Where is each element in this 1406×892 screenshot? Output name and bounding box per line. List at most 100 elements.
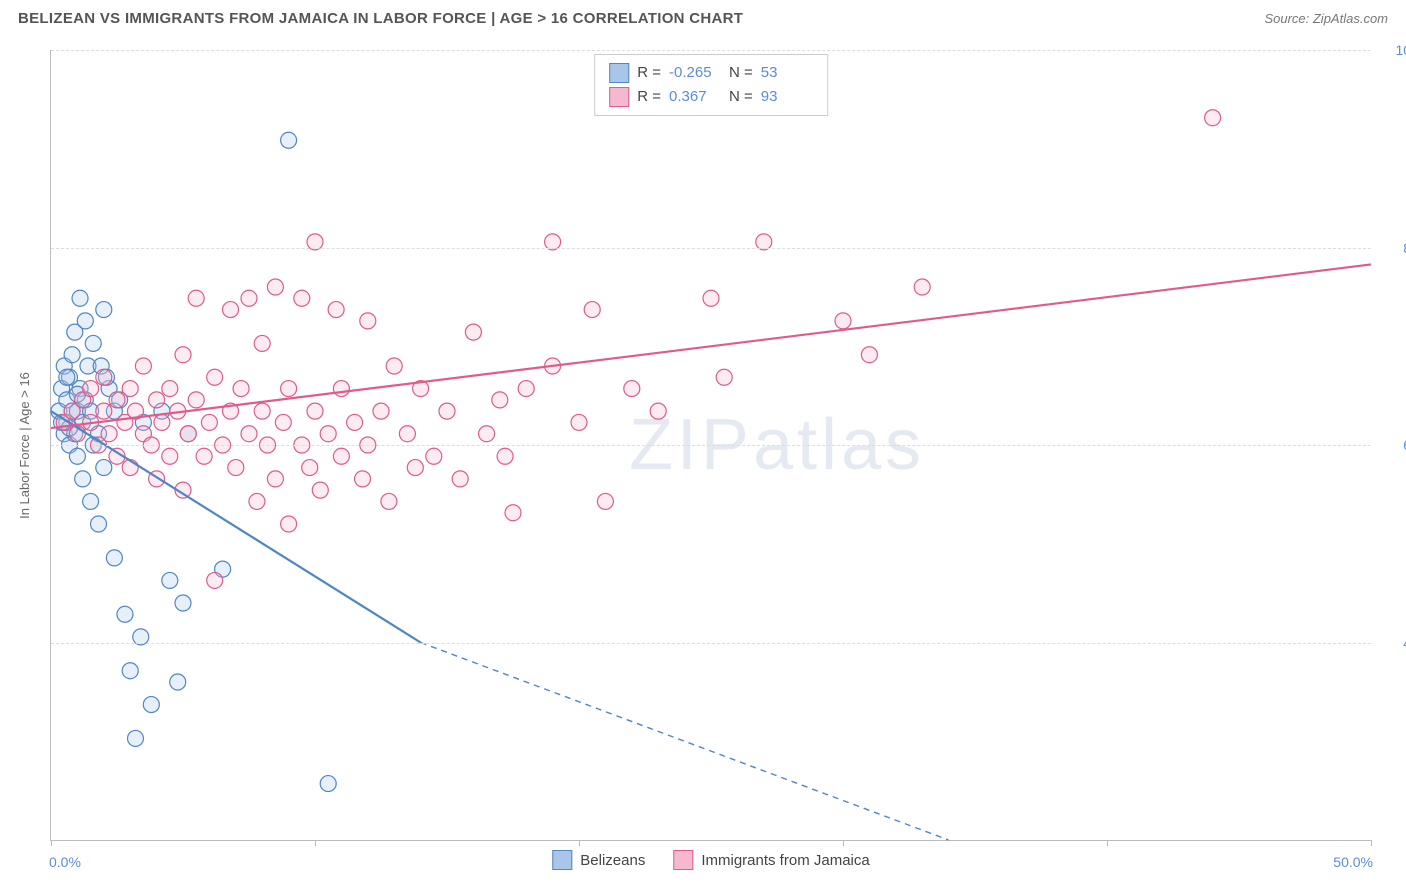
data-point xyxy=(149,392,165,408)
grid-line xyxy=(51,248,1371,249)
data-point xyxy=(143,697,159,713)
grid-line xyxy=(51,50,1371,51)
data-point xyxy=(439,403,455,419)
grid-line xyxy=(51,445,1371,446)
x-tick-label: 50.0% xyxy=(1333,854,1373,870)
y-tick-label: 100.0% xyxy=(1383,42,1406,58)
data-point xyxy=(106,550,122,566)
x-tick-mark xyxy=(1107,840,1108,846)
data-point xyxy=(320,426,336,442)
data-point xyxy=(228,460,244,476)
data-point xyxy=(59,369,75,385)
data-point xyxy=(584,302,600,318)
y-axis-label: In Labor Force | Age > 16 xyxy=(17,372,32,519)
data-point xyxy=(497,448,513,464)
data-point xyxy=(135,358,151,374)
data-point xyxy=(154,414,170,430)
data-point xyxy=(96,403,112,419)
data-point xyxy=(381,493,397,509)
data-point xyxy=(122,381,138,397)
data-point xyxy=(196,448,212,464)
data-point xyxy=(188,392,204,408)
data-point xyxy=(333,448,349,464)
data-point xyxy=(201,414,217,430)
legend-item-jamaica: Immigrants from Jamaica xyxy=(673,850,869,870)
x-tick-mark xyxy=(315,840,316,846)
data-point xyxy=(85,335,101,351)
x-tick-mark xyxy=(51,840,52,846)
data-point xyxy=(518,381,534,397)
data-point xyxy=(407,460,423,476)
source-attribution: Source: ZipAtlas.com xyxy=(1264,11,1388,26)
legend-item-belizeans: Belizeans xyxy=(552,850,645,870)
data-point xyxy=(320,776,336,792)
data-point xyxy=(175,595,191,611)
data-point xyxy=(96,460,112,476)
data-point xyxy=(861,347,877,363)
data-point xyxy=(281,381,297,397)
data-point xyxy=(281,516,297,532)
data-point xyxy=(328,302,344,318)
data-point xyxy=(716,369,732,385)
series-legend: Belizeans Immigrants from Jamaica xyxy=(552,850,869,870)
data-point xyxy=(373,403,389,419)
data-point xyxy=(703,290,719,306)
data-point xyxy=(254,403,270,419)
data-point xyxy=(162,448,178,464)
swatch-icon xyxy=(673,850,693,870)
title-bar: BELIZEAN VS IMMIGRANTS FROM JAMAICA IN L… xyxy=(18,10,1388,27)
data-point xyxy=(355,471,371,487)
data-point xyxy=(223,302,239,318)
data-point xyxy=(83,381,99,397)
grid-line xyxy=(51,643,1371,644)
data-point xyxy=(267,471,283,487)
data-point xyxy=(465,324,481,340)
data-point xyxy=(241,426,257,442)
data-point xyxy=(294,290,310,306)
data-point xyxy=(386,358,402,374)
data-point xyxy=(75,471,91,487)
data-point xyxy=(96,302,112,318)
x-tick-mark xyxy=(579,840,580,846)
data-point xyxy=(914,279,930,295)
data-point xyxy=(426,448,442,464)
data-point xyxy=(77,313,93,329)
data-point xyxy=(835,313,851,329)
data-point xyxy=(281,132,297,148)
scatter-chart: ZIPatlas R = -0.265 N = 53 R = 0.367 N =… xyxy=(50,50,1371,841)
x-tick-label: 0.0% xyxy=(49,854,81,870)
data-point xyxy=(307,403,323,419)
regression-line xyxy=(51,264,1371,428)
data-point xyxy=(64,347,80,363)
data-point xyxy=(650,403,666,419)
data-point xyxy=(207,369,223,385)
data-point xyxy=(162,381,178,397)
data-point xyxy=(254,335,270,351)
data-point xyxy=(170,674,186,690)
data-point xyxy=(101,426,117,442)
data-point xyxy=(492,392,508,408)
data-point xyxy=(233,381,249,397)
data-point xyxy=(109,392,125,408)
legend-label: Immigrants from Jamaica xyxy=(701,852,869,869)
data-point xyxy=(127,730,143,746)
legend-label: Belizeans xyxy=(580,852,645,869)
data-point xyxy=(360,313,376,329)
data-point xyxy=(72,290,88,306)
data-point xyxy=(117,606,133,622)
data-point xyxy=(188,290,204,306)
data-point xyxy=(505,505,521,521)
data-point xyxy=(333,381,349,397)
data-point xyxy=(207,572,223,588)
data-point xyxy=(175,347,191,363)
data-point xyxy=(399,426,415,442)
data-point xyxy=(452,471,468,487)
data-point xyxy=(312,482,328,498)
data-point xyxy=(302,460,318,476)
x-tick-mark xyxy=(1371,840,1372,846)
data-point xyxy=(180,426,196,442)
data-point xyxy=(249,493,265,509)
data-point xyxy=(69,448,85,464)
data-point xyxy=(91,516,107,532)
data-point xyxy=(267,279,283,295)
